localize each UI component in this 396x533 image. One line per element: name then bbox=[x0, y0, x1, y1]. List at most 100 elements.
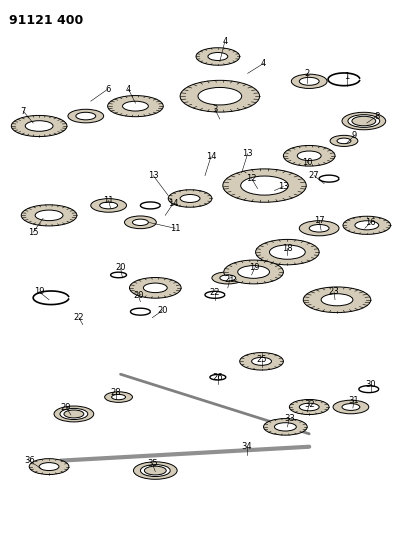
Text: 21: 21 bbox=[225, 276, 235, 285]
Ellipse shape bbox=[180, 195, 200, 203]
Ellipse shape bbox=[105, 392, 133, 402]
Ellipse shape bbox=[330, 135, 358, 147]
Text: 11: 11 bbox=[103, 196, 114, 205]
Ellipse shape bbox=[168, 190, 212, 207]
Text: 19: 19 bbox=[34, 287, 44, 296]
Text: 26: 26 bbox=[213, 373, 223, 382]
Ellipse shape bbox=[321, 294, 353, 306]
Ellipse shape bbox=[274, 423, 296, 431]
Ellipse shape bbox=[297, 151, 321, 160]
Text: 22: 22 bbox=[74, 313, 84, 322]
Text: 30: 30 bbox=[366, 379, 376, 389]
Text: 28: 28 bbox=[110, 387, 121, 397]
Ellipse shape bbox=[342, 403, 360, 410]
Text: 4: 4 bbox=[261, 59, 266, 68]
Ellipse shape bbox=[224, 260, 284, 284]
Text: 1: 1 bbox=[345, 72, 350, 81]
Ellipse shape bbox=[299, 221, 339, 236]
Ellipse shape bbox=[220, 275, 236, 281]
Ellipse shape bbox=[76, 112, 96, 120]
Text: 16: 16 bbox=[366, 218, 376, 227]
Ellipse shape bbox=[240, 353, 284, 370]
Ellipse shape bbox=[299, 403, 319, 411]
Ellipse shape bbox=[21, 205, 77, 226]
Text: 36: 36 bbox=[24, 456, 34, 465]
Ellipse shape bbox=[343, 216, 390, 235]
Text: 14: 14 bbox=[168, 199, 179, 208]
Ellipse shape bbox=[342, 112, 386, 130]
Ellipse shape bbox=[284, 146, 335, 166]
Ellipse shape bbox=[133, 462, 177, 479]
Text: 6: 6 bbox=[105, 85, 110, 94]
Text: 19: 19 bbox=[249, 263, 260, 272]
Ellipse shape bbox=[112, 394, 126, 400]
Ellipse shape bbox=[141, 465, 170, 477]
Ellipse shape bbox=[180, 80, 259, 112]
Text: 4: 4 bbox=[222, 37, 227, 46]
Ellipse shape bbox=[223, 169, 306, 202]
Text: 33: 33 bbox=[284, 415, 295, 423]
Ellipse shape bbox=[212, 272, 244, 284]
Text: 27: 27 bbox=[309, 171, 320, 180]
Text: 2: 2 bbox=[305, 69, 310, 78]
Ellipse shape bbox=[122, 101, 148, 111]
Ellipse shape bbox=[25, 120, 53, 131]
Ellipse shape bbox=[35, 210, 63, 221]
Ellipse shape bbox=[108, 95, 163, 117]
Ellipse shape bbox=[337, 138, 351, 144]
Text: 9: 9 bbox=[351, 132, 356, 140]
Ellipse shape bbox=[251, 357, 272, 365]
Text: 32: 32 bbox=[304, 400, 314, 408]
Ellipse shape bbox=[64, 410, 84, 418]
Text: 15: 15 bbox=[28, 228, 38, 237]
Ellipse shape bbox=[124, 216, 156, 229]
Text: 12: 12 bbox=[246, 174, 257, 183]
Text: 20: 20 bbox=[133, 292, 144, 300]
Ellipse shape bbox=[100, 202, 118, 209]
Ellipse shape bbox=[198, 87, 242, 105]
Text: 7: 7 bbox=[21, 107, 26, 116]
Ellipse shape bbox=[241, 176, 288, 195]
Ellipse shape bbox=[255, 239, 319, 265]
Text: 31: 31 bbox=[348, 395, 359, 405]
Text: 35: 35 bbox=[147, 459, 158, 468]
Text: 4: 4 bbox=[126, 85, 131, 94]
Text: 29: 29 bbox=[61, 402, 71, 411]
Ellipse shape bbox=[208, 53, 228, 60]
Ellipse shape bbox=[133, 219, 148, 225]
Text: 14: 14 bbox=[206, 152, 216, 161]
Ellipse shape bbox=[333, 400, 369, 414]
Ellipse shape bbox=[355, 221, 379, 230]
Ellipse shape bbox=[299, 77, 319, 85]
Ellipse shape bbox=[289, 399, 329, 415]
Ellipse shape bbox=[60, 408, 88, 419]
Text: 13: 13 bbox=[242, 149, 253, 158]
Text: 91121 400: 91121 400 bbox=[10, 14, 84, 27]
Text: 22: 22 bbox=[209, 288, 220, 297]
Text: 20: 20 bbox=[157, 306, 168, 315]
Text: 20: 20 bbox=[115, 263, 126, 272]
Ellipse shape bbox=[11, 116, 67, 136]
Text: 11: 11 bbox=[170, 224, 181, 233]
Ellipse shape bbox=[348, 115, 380, 127]
Ellipse shape bbox=[143, 283, 167, 293]
Text: 13: 13 bbox=[148, 171, 159, 180]
Ellipse shape bbox=[309, 224, 329, 232]
Text: 10: 10 bbox=[302, 158, 312, 167]
Ellipse shape bbox=[352, 116, 376, 126]
Ellipse shape bbox=[196, 48, 240, 65]
Ellipse shape bbox=[270, 245, 305, 259]
Text: 18: 18 bbox=[282, 244, 293, 253]
Ellipse shape bbox=[263, 418, 307, 435]
Ellipse shape bbox=[238, 265, 270, 278]
Ellipse shape bbox=[129, 278, 181, 298]
Ellipse shape bbox=[68, 109, 104, 123]
Ellipse shape bbox=[145, 466, 166, 475]
Text: 23: 23 bbox=[329, 287, 339, 296]
Ellipse shape bbox=[29, 458, 69, 474]
Text: 34: 34 bbox=[241, 442, 252, 451]
Text: 25: 25 bbox=[256, 355, 267, 364]
Ellipse shape bbox=[91, 199, 126, 212]
Ellipse shape bbox=[291, 74, 327, 88]
Text: 3: 3 bbox=[212, 104, 217, 114]
